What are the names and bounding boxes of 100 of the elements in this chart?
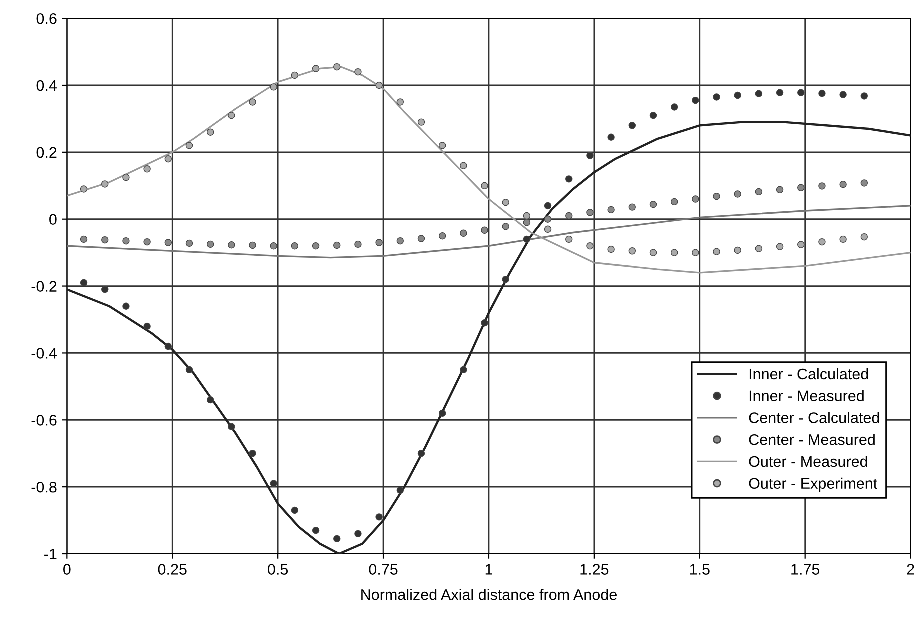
point bbox=[566, 176, 573, 183]
point bbox=[438, 232, 446, 240]
point bbox=[860, 233, 868, 241]
point bbox=[396, 238, 404, 245]
point bbox=[80, 279, 88, 287]
point bbox=[608, 246, 615, 254]
point bbox=[270, 480, 278, 488]
point bbox=[80, 186, 88, 193]
point bbox=[776, 243, 784, 250]
point bbox=[354, 240, 362, 248]
point bbox=[334, 535, 341, 543]
point bbox=[608, 134, 615, 141]
point bbox=[376, 82, 383, 90]
point bbox=[713, 94, 720, 101]
point bbox=[481, 226, 488, 234]
point bbox=[628, 248, 636, 255]
point bbox=[481, 182, 488, 190]
point bbox=[670, 198, 678, 206]
legend-label: Center - Calculated bbox=[749, 412, 880, 424]
point bbox=[755, 188, 763, 196]
point bbox=[249, 242, 256, 250]
point bbox=[586, 242, 594, 250]
x-tick-label: 0.25 bbox=[158, 564, 187, 575]
point bbox=[270, 242, 278, 250]
point bbox=[840, 180, 847, 188]
point bbox=[566, 236, 573, 244]
point bbox=[334, 242, 341, 250]
point bbox=[102, 286, 109, 294]
point bbox=[798, 184, 805, 192]
point bbox=[228, 423, 236, 430]
point bbox=[628, 204, 636, 211]
point bbox=[860, 92, 868, 100]
point bbox=[713, 192, 720, 200]
y-tick-label: 0.4 bbox=[36, 80, 57, 92]
point bbox=[418, 118, 426, 126]
x-axis-title: Normalized Axial distance from Anode bbox=[362, 589, 617, 600]
point bbox=[650, 249, 658, 256]
point bbox=[312, 242, 320, 250]
point bbox=[80, 236, 88, 244]
point bbox=[502, 223, 510, 230]
point bbox=[354, 68, 362, 76]
point bbox=[418, 235, 426, 242]
point bbox=[460, 162, 468, 170]
point bbox=[692, 196, 700, 203]
y-tick-label: 0.6 bbox=[36, 13, 57, 24]
point bbox=[818, 90, 826, 98]
point bbox=[122, 238, 130, 245]
point bbox=[544, 202, 552, 210]
point bbox=[523, 212, 531, 220]
point bbox=[460, 230, 468, 238]
point bbox=[670, 249, 678, 256]
point bbox=[354, 530, 362, 538]
point bbox=[502, 276, 510, 284]
point bbox=[396, 486, 404, 494]
y-tick-label: -0.4 bbox=[32, 348, 57, 359]
point bbox=[650, 112, 658, 120]
point bbox=[334, 63, 341, 71]
point bbox=[523, 236, 531, 244]
point bbox=[818, 238, 826, 246]
y-tick-label: 0 bbox=[50, 214, 57, 226]
point bbox=[586, 152, 594, 160]
x-tick-label: 2 bbox=[907, 564, 914, 575]
line-series bbox=[67, 205, 911, 259]
point bbox=[164, 239, 172, 246]
point bbox=[734, 246, 742, 254]
point bbox=[798, 241, 805, 248]
point bbox=[186, 240, 194, 248]
point bbox=[438, 410, 446, 418]
point bbox=[249, 98, 256, 106]
point bbox=[776, 89, 784, 96]
point bbox=[840, 91, 847, 98]
x-tick-label: 1.25 bbox=[580, 564, 609, 575]
y-tick-label: -1 bbox=[44, 549, 57, 560]
point bbox=[144, 322, 151, 330]
point bbox=[755, 245, 763, 252]
point bbox=[164, 156, 172, 163]
point bbox=[291, 506, 299, 514]
point bbox=[692, 249, 700, 256]
point bbox=[122, 174, 130, 182]
point bbox=[860, 180, 868, 187]
y-tick-label: -0.8 bbox=[32, 482, 57, 493]
point bbox=[376, 514, 383, 521]
legend-label: Center - Measured bbox=[749, 434, 875, 446]
point bbox=[544, 216, 552, 223]
point bbox=[186, 366, 194, 374]
point bbox=[312, 65, 320, 72]
point bbox=[755, 90, 763, 98]
point bbox=[164, 342, 172, 350]
x-tick-label: 1 bbox=[486, 564, 492, 575]
point bbox=[566, 212, 573, 220]
point bbox=[418, 450, 426, 458]
point bbox=[734, 190, 742, 198]
y-tick-label: 0.2 bbox=[36, 147, 57, 158]
point bbox=[270, 84, 278, 91]
point bbox=[249, 450, 256, 458]
point bbox=[776, 186, 784, 194]
point bbox=[206, 396, 214, 404]
legend-label: Inner - Calculated bbox=[750, 368, 868, 380]
point bbox=[206, 128, 214, 136]
x-tick-label: 0 bbox=[64, 564, 71, 575]
